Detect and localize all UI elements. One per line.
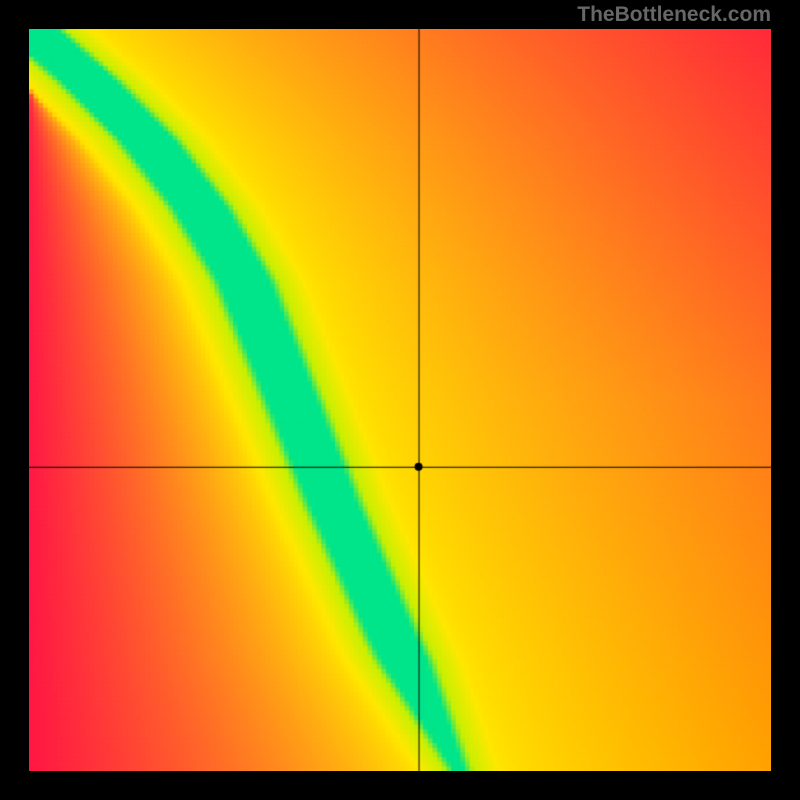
watermark-text: TheBottleneck.com xyxy=(577,3,771,27)
bottleneck-heatmap xyxy=(29,29,771,771)
chart-root: { "image": { "width": 800, "height": 800… xyxy=(0,0,800,800)
